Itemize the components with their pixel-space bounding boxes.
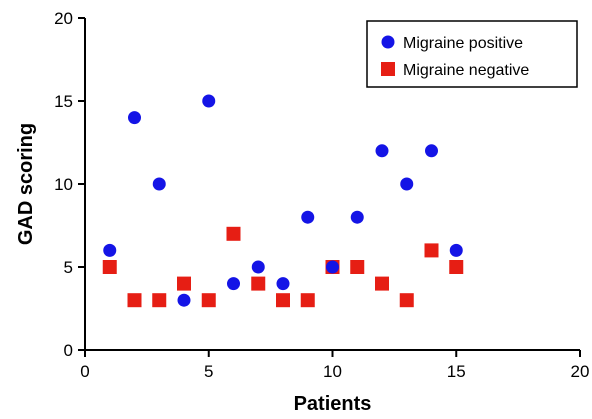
y-tick-label: 0 [64,341,73,360]
point-migraine-positive [103,243,117,257]
point-migraine-positive [276,277,290,291]
data-marks [102,94,464,308]
point-migraine-positive [425,144,438,158]
legend-box [366,20,578,88]
point-migraine-positive [449,243,463,257]
point-migraine-negative [102,260,117,274]
point-migraine-negative [251,276,266,291]
x-tick-label: 20 [571,362,590,381]
point-migraine-positive [128,111,141,125]
legend-entry-migraine-negative: Migraine negative [381,62,529,79]
legend-marker-circle [381,35,395,49]
point-migraine-negative [276,293,290,308]
point-migraine-negative [177,276,191,291]
point-migraine-negative [375,276,389,291]
x-tick-label: 15 [447,362,466,381]
point-migraine-negative [226,226,241,241]
point-migraine-positive [251,260,265,274]
point-migraine-negative [201,293,216,308]
point-migraine-negative [127,293,142,308]
legend-label-migraine-negative: Migraine negative [403,62,529,79]
x-tick-label: 5 [204,362,213,381]
x-tick-label: 0 [80,362,89,381]
y-tick-label: 5 [64,258,73,277]
x-ticks: 0 5 10 15 20 [80,350,589,381]
axes: 0 5 10 15 20 0 5 10 15 20 [54,9,589,381]
y-tick-label: 15 [54,92,73,111]
y-ticks: 0 5 10 15 20 [54,9,85,360]
y-tick-label: 20 [54,9,73,28]
legend-label-migraine-positive: Migraine positive [403,35,523,52]
point-migraine-positive [301,210,315,224]
point-migraine-positive [326,260,339,274]
x-tick-label: 10 [323,362,342,381]
point-migraine-positive [400,177,414,191]
point-migraine-positive [375,144,389,158]
point-migraine-positive [227,277,240,291]
x-axis-title: Patients [294,393,372,415]
legend-entry-migraine-positive: Migraine positive [381,35,523,52]
point-migraine-positive [350,210,364,224]
point-migraine-negative [399,293,414,308]
point-migraine-negative [449,260,464,274]
y-axis-title: GAD scoring [15,123,37,245]
point-migraine-negative [424,243,439,258]
point-migraine-negative [350,260,365,274]
point-migraine-negative [300,293,315,308]
legend: Migraine positive Migraine negative [366,20,578,88]
point-migraine-negative [152,293,167,308]
point-migraine-positive [177,293,191,307]
point-migraine-positive [202,94,216,108]
point-migraine-positive [152,177,166,191]
legend-marker-square [381,62,395,76]
y-tick-label: 10 [54,175,73,194]
